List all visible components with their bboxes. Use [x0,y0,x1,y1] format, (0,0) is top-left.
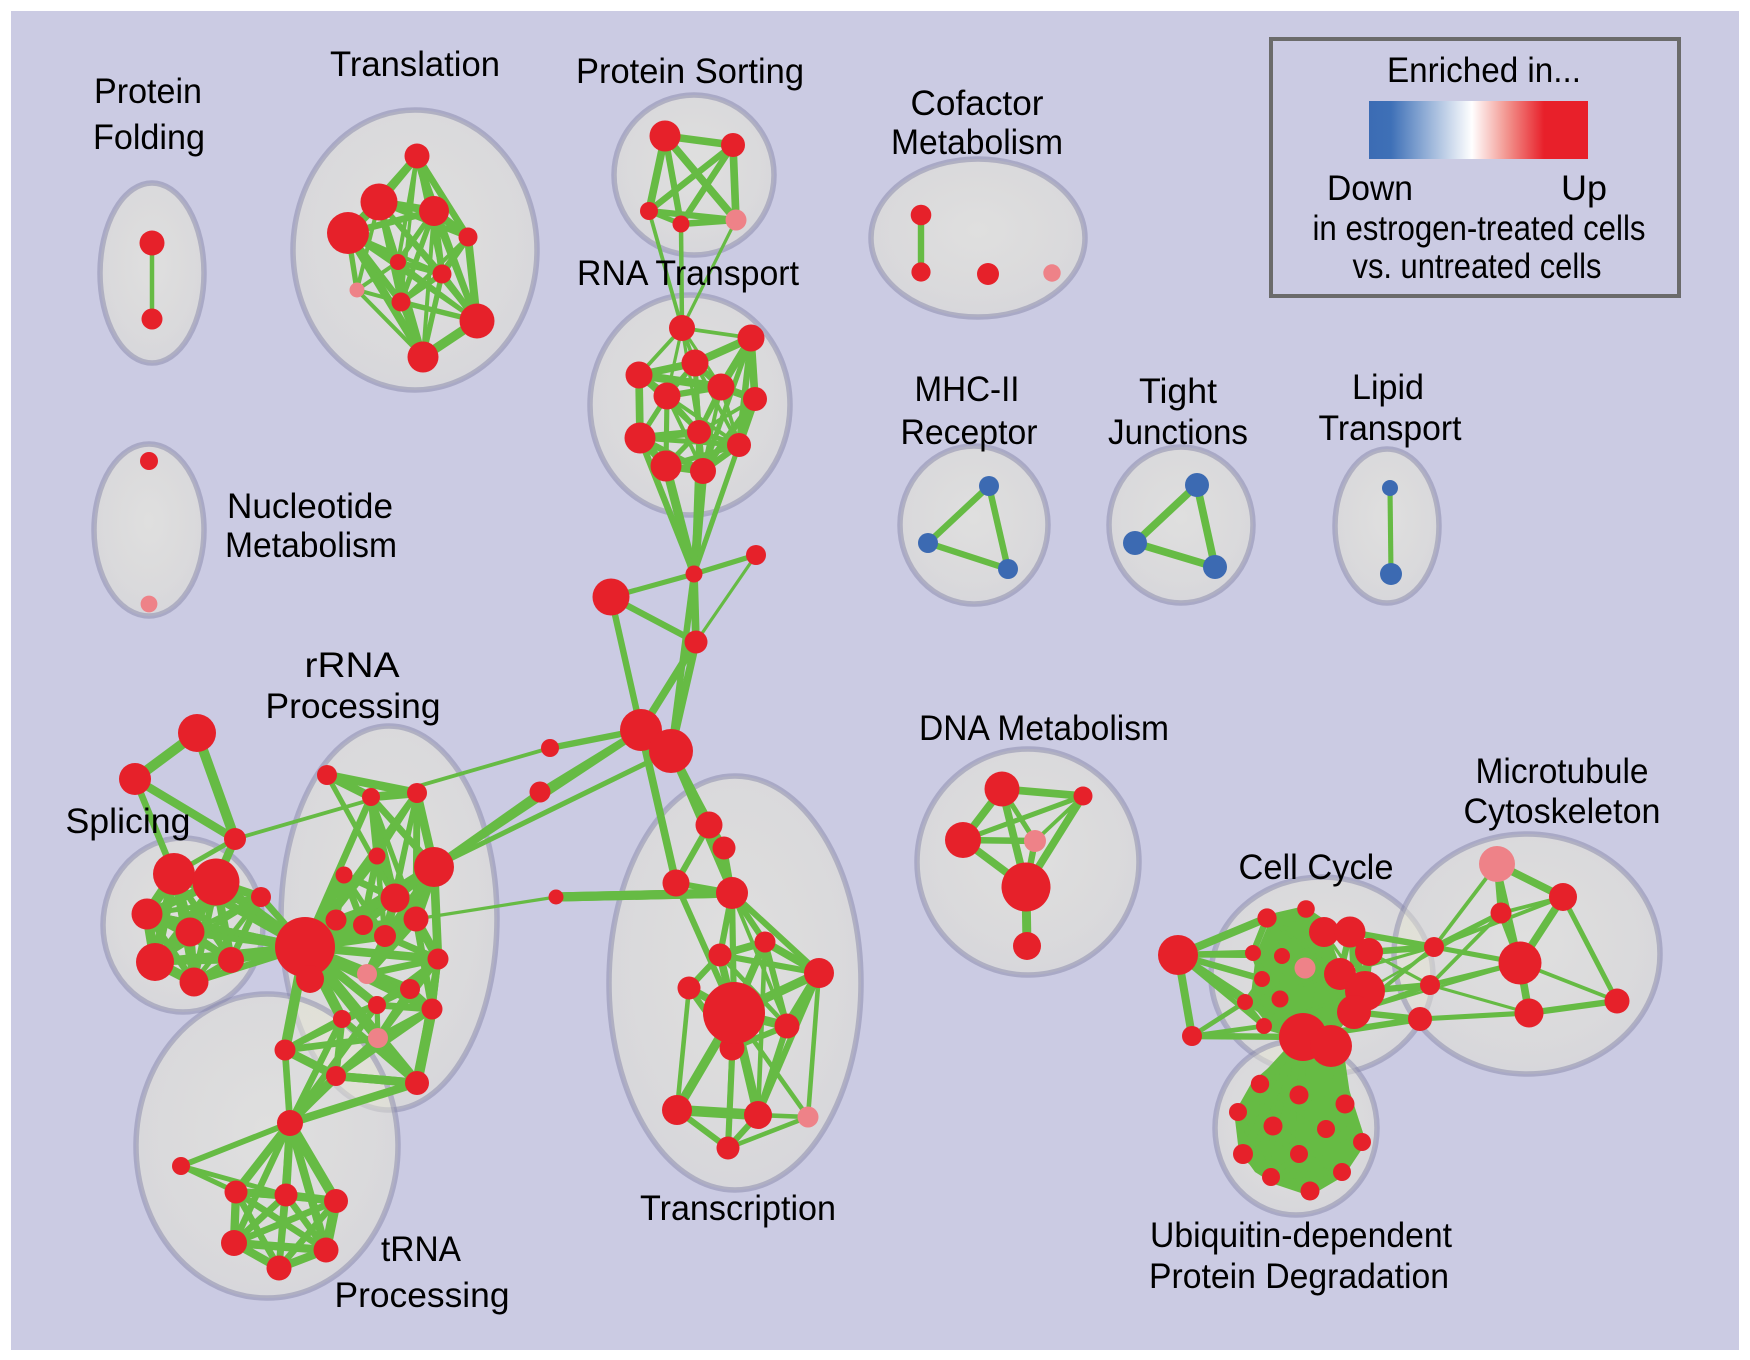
svg-text:Splicing: Splicing [66,802,191,841]
svg-text:Protein Sorting: Protein Sorting [576,52,804,91]
svg-text:Translation: Translation [330,45,500,84]
svg-text:Ubiquitin-dependent: Ubiquitin-dependent [1150,1216,1452,1255]
svg-text:Down: Down [1327,169,1413,208]
svg-text:Junctions: Junctions [1108,413,1248,452]
svg-text:DNA Metabolism: DNA Metabolism [919,709,1169,748]
svg-text:Protein Degradation: Protein Degradation [1149,1257,1449,1296]
svg-text:Nucleotide: Nucleotide [227,487,393,526]
svg-text:vs. untreated cells: vs. untreated cells [1353,247,1602,286]
svg-text:Receptor: Receptor [901,413,1038,452]
svg-text:MHC-II: MHC-II [915,370,1020,409]
svg-text:Cytoskeleton: Cytoskeleton [1464,792,1661,831]
svg-text:Lipid: Lipid [1352,368,1424,407]
svg-text:Tight: Tight [1139,372,1217,411]
svg-text:rRNA: rRNA [305,646,401,685]
svg-text:RNA Transport: RNA Transport [577,254,799,293]
svg-text:Cell Cycle: Cell Cycle [1239,848,1394,887]
svg-text:Cofactor: Cofactor [911,84,1044,123]
svg-text:Processing: Processing [266,687,441,726]
svg-text:Protein: Protein [94,72,202,111]
svg-text:Enriched in...: Enriched in... [1387,51,1581,90]
svg-text:Transcription: Transcription [640,1189,836,1228]
svg-text:Folding: Folding [93,118,205,157]
svg-text:tRNA: tRNA [381,1230,462,1269]
svg-text:Metabolism: Metabolism [891,123,1063,162]
svg-text:Transport: Transport [1319,409,1462,448]
svg-text:Up: Up [1561,169,1607,208]
svg-text:in estrogen-treated cells: in estrogen-treated cells [1313,209,1646,248]
svg-text:Metabolism: Metabolism [225,526,397,565]
svg-text:Processing: Processing [335,1276,510,1315]
svg-text:Microtubule: Microtubule [1476,752,1649,791]
